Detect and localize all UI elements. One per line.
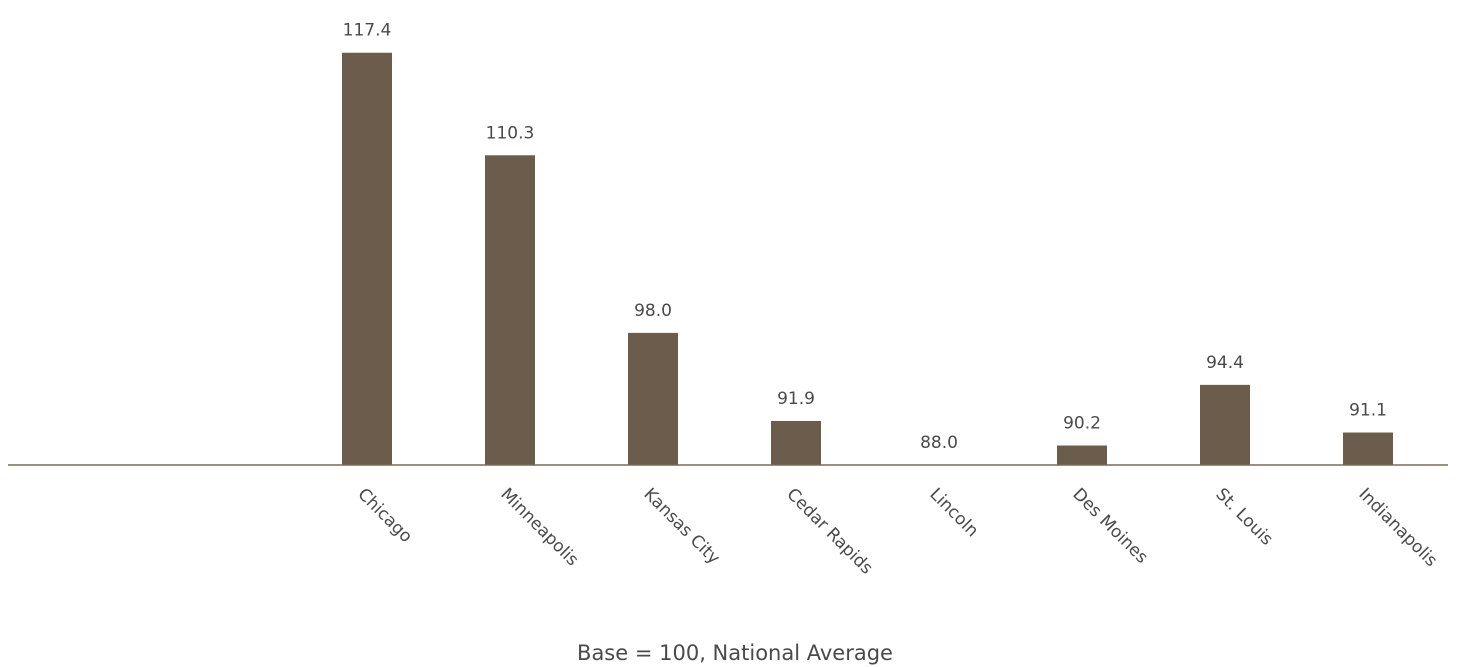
x-axis-title: Base = 100, National Average: [577, 641, 893, 665]
bar-value-label: 88.0: [920, 433, 958, 453]
value-labels-group: 117.4 110.3 98.0 91.9 88.0 90.2 94.4 91.1: [343, 21, 1387, 453]
bar-value-label: 117.4: [343, 21, 392, 41]
x-tick-label: Indianapolis: [1354, 484, 1441, 571]
x-tick-label: Des Moines: [1068, 484, 1151, 567]
bar-kansas-city: [628, 332, 678, 465]
x-tick-label: Cedar Rapids: [782, 484, 876, 578]
bar-value-label: 90.2: [1063, 414, 1101, 434]
x-tick-label: Kansas City: [639, 484, 723, 568]
bar-des-moines: [1057, 445, 1107, 465]
bar-value-label: 94.4: [1206, 353, 1244, 373]
bar-cedar-rapids: [771, 420, 821, 465]
bar-value-label: 91.1: [1349, 401, 1387, 421]
bar-minneapolis: [485, 155, 535, 465]
tick-labels-group: Chicago Minneapolis Kansas City Cedar Rapid…: [353, 484, 1441, 578]
bar-chicago: [342, 52, 392, 466]
bar-value-label: 98.0: [634, 301, 672, 321]
bars-group: [342, 52, 1393, 466]
x-tick-label: Minneapolis: [496, 484, 582, 570]
x-tick-label: Chicago: [353, 484, 415, 546]
bar-value-label: 110.3: [486, 123, 535, 143]
x-tick-label: Lincoln: [925, 484, 982, 541]
bar-st-louis: [1200, 384, 1250, 465]
x-tick-label: St. Louis: [1211, 484, 1276, 549]
bar-indianapolis: [1343, 432, 1393, 465]
bar-value-label: 91.9: [777, 389, 815, 409]
